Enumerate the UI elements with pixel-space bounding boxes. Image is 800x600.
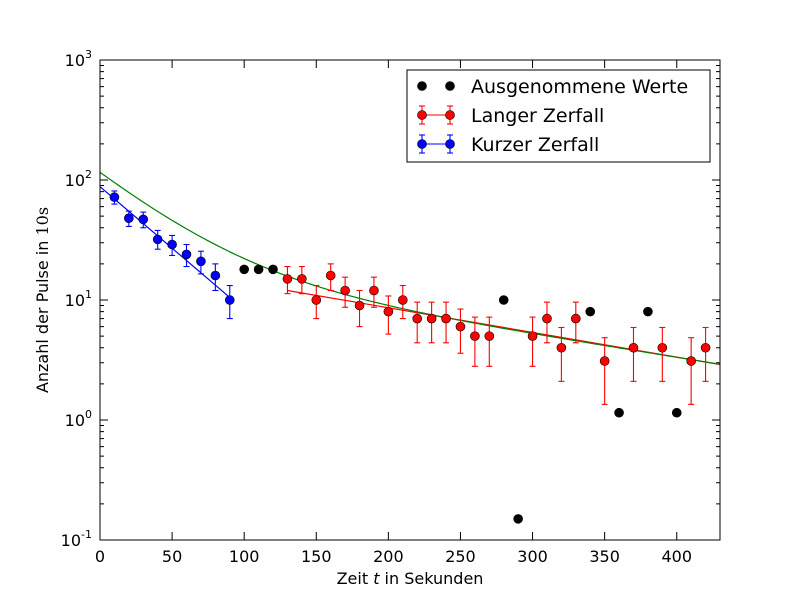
legend-marker xyxy=(417,139,427,149)
data-point-series-1 xyxy=(441,313,451,324)
x-tick-label: 50 xyxy=(162,547,182,566)
x-tick-labels: 0 50 100 150 200 250 300 350 400 xyxy=(95,547,692,566)
data-point-series-1 xyxy=(426,313,437,324)
data-point-series-1 xyxy=(340,285,350,296)
legend-label: Kurzer Zerfall xyxy=(471,134,599,156)
x-tick-label: 200 xyxy=(373,547,404,566)
legend: Ausgenommene Werte Langer Zerfall Kurzer Z… xyxy=(406,69,711,163)
data-point-series-2 xyxy=(152,234,163,245)
y-tick-label: 103 xyxy=(65,48,92,70)
plot-frame xyxy=(99,59,721,541)
x-tick-label: 0 xyxy=(95,547,105,566)
y-tick-label: 102 xyxy=(65,168,92,190)
data-point-series-1 xyxy=(657,342,668,353)
legend-marker xyxy=(417,110,427,120)
fit-line-2 xyxy=(99,171,721,365)
x-tick-label: 300 xyxy=(517,547,548,566)
data-point-series-2 xyxy=(109,192,120,202)
data-point-series-1 xyxy=(686,356,696,366)
legend-label: Langer Zerfall xyxy=(471,105,604,127)
data-point-series-0 xyxy=(498,295,509,305)
y-axis-label: Anzahl der Pulse in 10s xyxy=(33,207,52,393)
data-point-series-1 xyxy=(542,313,552,324)
data-point-series-0 xyxy=(253,264,264,275)
data-point-series-1 xyxy=(354,300,365,311)
data-point-series-2 xyxy=(224,295,235,305)
data-point-series-1 xyxy=(628,342,639,353)
data-point-series-0 xyxy=(268,264,278,275)
data-point-series-0 xyxy=(239,264,249,275)
data-point-series-1 xyxy=(455,321,466,332)
data-point-series-1 xyxy=(397,295,408,305)
data-point-series-0 xyxy=(585,306,596,317)
x-tick-label: 350 xyxy=(589,547,620,566)
data-point-series-1 xyxy=(282,274,293,284)
data-point-series-1 xyxy=(556,342,567,353)
y-tick-label: 100 xyxy=(65,408,92,430)
data-point-series-1 xyxy=(599,356,610,366)
data-point-series-0 xyxy=(671,407,682,418)
y-tick-label: 101 xyxy=(65,288,92,310)
data-point-series-1 xyxy=(297,274,307,284)
data-point-series-2 xyxy=(181,249,192,260)
data-point-series-1 xyxy=(484,331,495,341)
data-point-series-0 xyxy=(614,407,624,418)
data-point-series-2 xyxy=(124,213,134,224)
y-tick-label: 10-1 xyxy=(61,528,92,550)
x-tick-label: 400 xyxy=(661,547,692,566)
data-point-series-2 xyxy=(196,256,206,267)
data-point-series-1 xyxy=(571,313,581,324)
legend-box xyxy=(406,69,711,163)
data-point-series-1 xyxy=(412,313,423,324)
legend-marker xyxy=(445,139,455,149)
data-point-series-2 xyxy=(167,239,177,250)
legend-marker xyxy=(445,81,455,91)
fit-line-0 xyxy=(99,186,231,298)
y-tick-labels: 10-1 100 101 102 103 xyxy=(61,48,92,550)
x-axis-label: Zeit t in Sekunden xyxy=(337,569,484,588)
data-point-series-2 xyxy=(210,270,221,281)
data-point-series-0 xyxy=(643,306,653,317)
x-tick-label: 250 xyxy=(445,547,476,566)
x-tick-label: 100 xyxy=(229,547,260,566)
data-point-series-1 xyxy=(311,295,322,305)
data-point-series-2 xyxy=(138,214,149,225)
data-point-series-1 xyxy=(470,331,480,341)
data-point-series-1 xyxy=(527,331,538,341)
x-tick-label: 150 xyxy=(301,547,332,566)
data-point-series-1 xyxy=(325,270,336,281)
legend-marker xyxy=(417,81,427,91)
data-markers xyxy=(109,192,711,524)
data-point-series-1 xyxy=(383,306,394,317)
legend-label: Ausgenommene Werte xyxy=(471,76,688,98)
data-point-series-1 xyxy=(369,285,379,296)
data-point-series-0 xyxy=(513,514,523,524)
legend-marker xyxy=(445,110,455,120)
data-point-series-1 xyxy=(700,342,711,353)
